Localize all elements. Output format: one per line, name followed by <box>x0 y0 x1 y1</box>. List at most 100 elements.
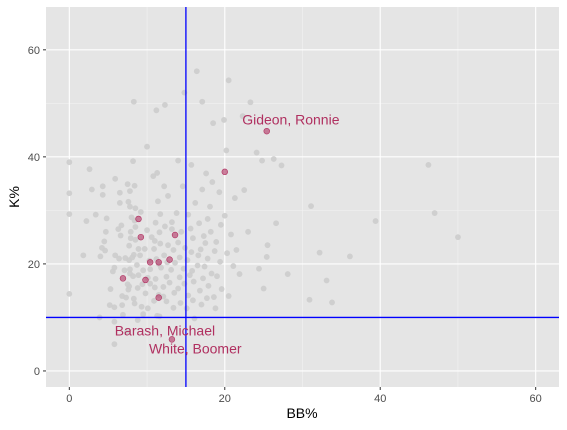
background-point <box>270 156 277 162</box>
x-tick-label: 40 <box>374 393 386 405</box>
background-point <box>150 173 157 180</box>
background-point <box>121 267 128 274</box>
background-point <box>205 282 212 289</box>
background-point <box>204 255 211 262</box>
y-tick-label: 60 <box>28 45 40 57</box>
x-axis-title: BB% <box>286 405 317 421</box>
background-point <box>200 233 207 239</box>
background-point <box>66 211 73 218</box>
background-point <box>155 198 161 205</box>
background-point <box>190 235 196 242</box>
background-point <box>347 253 353 260</box>
highlight-point <box>171 231 179 239</box>
background-point <box>176 254 183 261</box>
background-point <box>203 295 210 302</box>
background-point <box>228 231 234 238</box>
background-point <box>158 264 164 271</box>
background-point <box>259 157 265 164</box>
background-point <box>208 270 215 277</box>
background-point <box>210 120 217 127</box>
background-point <box>111 264 118 271</box>
highlight-point <box>168 336 176 343</box>
background-point <box>217 258 224 265</box>
highlight-point <box>221 168 228 176</box>
background-point <box>92 211 99 218</box>
background-point <box>185 292 192 299</box>
background-point <box>225 77 232 84</box>
background-point <box>209 179 216 185</box>
background-point <box>218 286 225 292</box>
background-point <box>127 235 134 242</box>
background-point <box>175 239 182 246</box>
background-point <box>241 187 248 193</box>
x-axis-ticks: 0 20 40 60 <box>66 387 542 405</box>
background-point <box>130 251 137 258</box>
background-point <box>170 247 177 253</box>
background-point <box>112 252 119 259</box>
background-point <box>151 297 157 304</box>
background-point <box>187 225 194 232</box>
background-point <box>147 266 154 273</box>
background-point <box>134 262 140 268</box>
background-point <box>260 285 267 292</box>
background-point <box>134 317 141 323</box>
background-point <box>308 203 314 209</box>
background-point <box>116 255 122 262</box>
background-point <box>103 215 110 222</box>
background-point <box>120 311 126 318</box>
background-point <box>112 175 119 182</box>
background-point <box>66 290 73 297</box>
background-point <box>186 272 193 279</box>
background-point <box>99 191 106 198</box>
background-point <box>263 254 270 260</box>
background-point <box>221 212 228 219</box>
background-point <box>175 157 182 164</box>
background-point <box>66 159 73 166</box>
background-point <box>211 248 218 254</box>
background-point <box>127 188 133 195</box>
background-point <box>161 183 168 190</box>
background-point <box>139 281 146 288</box>
background-point <box>264 242 271 249</box>
background-point <box>137 209 144 215</box>
background-point <box>132 236 139 243</box>
background-point <box>207 228 214 235</box>
background-point <box>210 294 217 300</box>
background-point <box>127 228 134 235</box>
highlight-point <box>137 233 145 241</box>
background-point <box>86 166 93 173</box>
background-point <box>106 302 113 309</box>
background-point <box>199 186 206 193</box>
background-points <box>66 68 461 348</box>
background-point <box>202 240 209 246</box>
background-point <box>116 189 123 196</box>
background-point <box>170 304 177 311</box>
background-point <box>214 273 220 280</box>
background-point <box>125 198 132 205</box>
background-point <box>147 280 154 287</box>
background-point <box>80 252 87 259</box>
background-point <box>97 253 104 260</box>
background-point <box>160 284 167 290</box>
background-point <box>178 228 185 235</box>
background-point <box>273 220 279 227</box>
background-point <box>156 313 163 320</box>
background-point <box>316 249 323 256</box>
background-point <box>194 262 201 269</box>
background-point <box>140 267 147 274</box>
background-point <box>137 252 143 259</box>
background-point <box>101 238 108 245</box>
background-point <box>117 232 124 239</box>
background-point <box>160 293 167 300</box>
background-point <box>247 99 254 106</box>
background-point <box>144 305 151 312</box>
background-point <box>130 273 136 280</box>
background-point <box>200 275 206 282</box>
background-point <box>83 218 90 224</box>
background-point <box>190 278 197 285</box>
y-axis-ticks: 0 20 40 60 <box>28 45 46 378</box>
y-tick-label: 20 <box>28 259 40 271</box>
background-point <box>233 247 240 253</box>
background-point <box>107 286 114 292</box>
